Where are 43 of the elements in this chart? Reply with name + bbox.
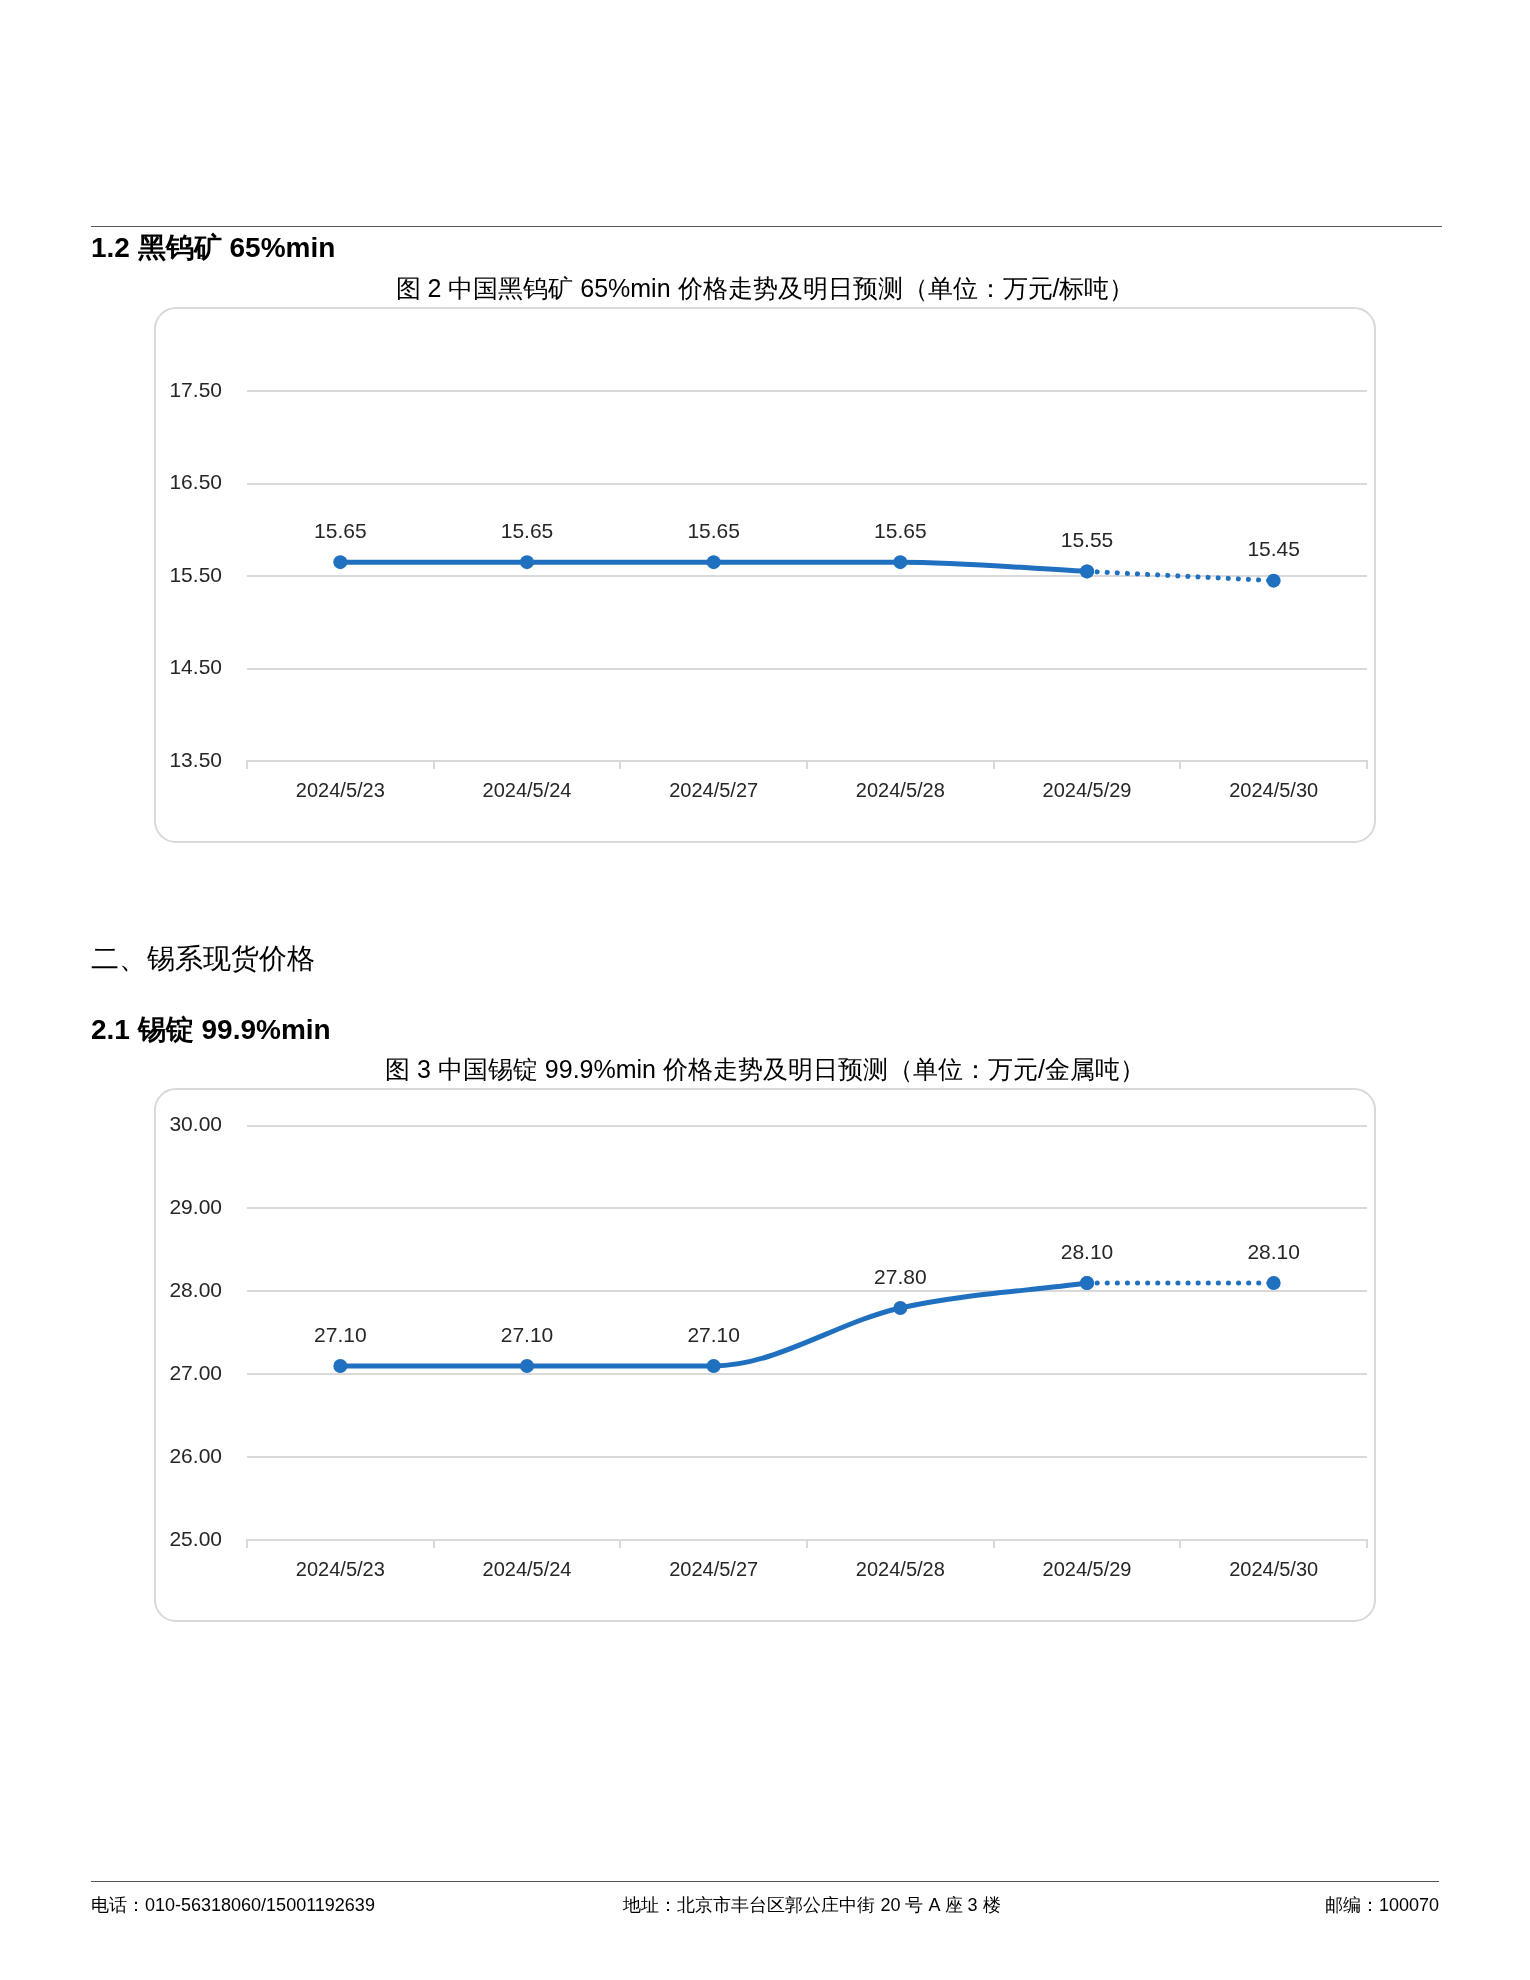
data-label: 27.10 (687, 1322, 740, 1346)
y-tick-label: 17.50 (169, 377, 222, 401)
y-tick-label: 25.00 (169, 1526, 222, 1550)
data-label: 15.65 (314, 518, 367, 542)
text: 1.2 黑钨矿 65%min (91, 231, 336, 265)
y-tick-label: 16.50 (169, 470, 222, 494)
x-tick-label: 2024/5/28 (855, 778, 945, 801)
x-tick-label: 2024/5/29 (1042, 1557, 1132, 1580)
text: 电话：010-56318060/15001192639 (91, 1894, 375, 1917)
text: 二、锡系现货价格 (91, 942, 315, 976)
chart-title: 图 2 中国黑钨矿 65%min 价格走势及明日预测（单位：万元/标吨） (394, 273, 1136, 304)
x-tick-label: 2024/5/24 (482, 1557, 572, 1580)
y-tick-label: 27.00 (169, 1361, 222, 1385)
y-tick-label: 15.50 (169, 562, 222, 586)
data-label: 15.65 (687, 518, 740, 542)
x-tick-label: 2024/5/23 (295, 778, 385, 801)
x-tick-label: 2024/5/30 (1229, 1557, 1319, 1580)
y-tick-label: 13.50 (169, 747, 222, 771)
x-tick-label: 2024/5/30 (1229, 778, 1319, 801)
chart-title: 图 3 中国锡锭 99.9%min 价格走势及明日预测（单位：万元/金属吨） (384, 1054, 1146, 1085)
y-tick-label: 29.00 (169, 1195, 222, 1219)
x-tick-label: 2024/5/23 (295, 1557, 385, 1580)
data-label: 15.65 (874, 518, 927, 542)
y-tick-label: 30.00 (169, 1112, 222, 1136)
data-label: 27.10 (500, 1322, 554, 1346)
data-label: 27.10 (314, 1322, 367, 1346)
x-tick-label: 2024/5/27 (669, 1557, 759, 1580)
x-tick-label: 2024/5/29 (1042, 778, 1132, 801)
data-label: 15.65 (500, 518, 554, 542)
data-label: 28.10 (1247, 1239, 1300, 1263)
text: 2.1 锡锭 99.9%min (91, 1013, 331, 1047)
x-tick-label: 2024/5/24 (482, 778, 572, 801)
data-label: 15.55 (1060, 528, 1114, 552)
y-tick-label: 26.00 (169, 1443, 222, 1467)
x-tick-label: 2024/5/27 (669, 778, 759, 801)
data-label: 27.80 (874, 1264, 927, 1288)
y-tick-label: 14.50 (169, 655, 222, 679)
y-tick-label: 28.00 (169, 1278, 222, 1302)
text: 邮编：100070 (1324, 1894, 1439, 1917)
text: 地址：北京市丰台区郭公庄中街 20 号 A 座 3 楼 (622, 1894, 1002, 1917)
data-label: 15.45 (1247, 537, 1300, 561)
data-label: 28.10 (1060, 1239, 1114, 1263)
x-tick-label: 2024/5/28 (855, 1557, 945, 1580)
